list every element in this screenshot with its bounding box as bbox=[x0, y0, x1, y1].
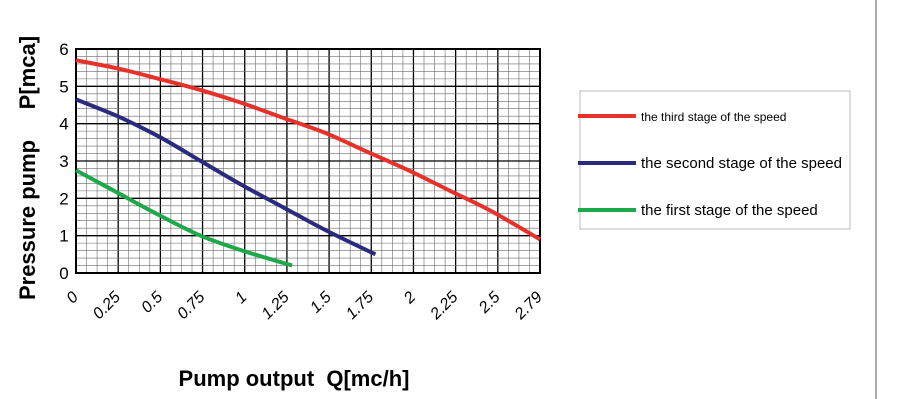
x-tick-label: 0.25 bbox=[90, 289, 124, 323]
y-tick-label: 4 bbox=[59, 115, 68, 134]
y-axis-title: Pressure pump P[mca] bbox=[15, 36, 40, 300]
x-tick-label: 2.5 bbox=[475, 289, 504, 318]
x-tick-labels: 0 0.25 0.5 0.75 1 1.25 1.5 1.75 2 2.25 2.5 2.79 bbox=[64, 289, 546, 324]
x-tick-label: 2.25 bbox=[427, 289, 462, 324]
series-line-2 bbox=[75, 97, 377, 257]
x-tick-label: 1.5 bbox=[307, 289, 335, 317]
y-tick-label: 1 bbox=[59, 227, 68, 246]
y-tick-label: 3 bbox=[59, 152, 68, 171]
legend-items: the third stage of the speed the second s… bbox=[578, 110, 842, 219]
y-tick-label: 6 bbox=[59, 40, 68, 59]
x-tick-label: 2.79 bbox=[511, 289, 546, 324]
grid bbox=[76, 49, 540, 273]
legend-label-1: the third stage of the speed bbox=[641, 110, 786, 124]
x-tick-label: 2 bbox=[400, 289, 419, 308]
legend-label-2: the second stage of the speed bbox=[641, 155, 842, 172]
y-tick-label: 5 bbox=[59, 77, 68, 96]
series-line-1 bbox=[75, 58, 542, 242]
y-tick-label: 0 bbox=[59, 264, 68, 283]
x-tick-label: 1.25 bbox=[259, 289, 293, 323]
legend-label-3: the first stage of the speed bbox=[641, 202, 818, 219]
legend: the third stage of the speed the second s… bbox=[578, 90, 851, 230]
x-tick-label: 0.75 bbox=[174, 289, 208, 323]
y-tick-label: 2 bbox=[59, 189, 68, 208]
series-line-3 bbox=[75, 168, 293, 268]
x-tick-label: 1 bbox=[232, 289, 250, 307]
x-tick-label: 1.75 bbox=[343, 289, 377, 323]
series-lines bbox=[75, 58, 542, 268]
x-axis-title: Pump output Q[mc/h] bbox=[179, 366, 410, 391]
plot-frame bbox=[75, 48, 541, 274]
y-tick-labels: 0 1 2 3 4 5 6 bbox=[59, 40, 68, 283]
x-tick-label: 0.5 bbox=[138, 289, 166, 317]
x-tick-label: 0 bbox=[64, 289, 82, 307]
